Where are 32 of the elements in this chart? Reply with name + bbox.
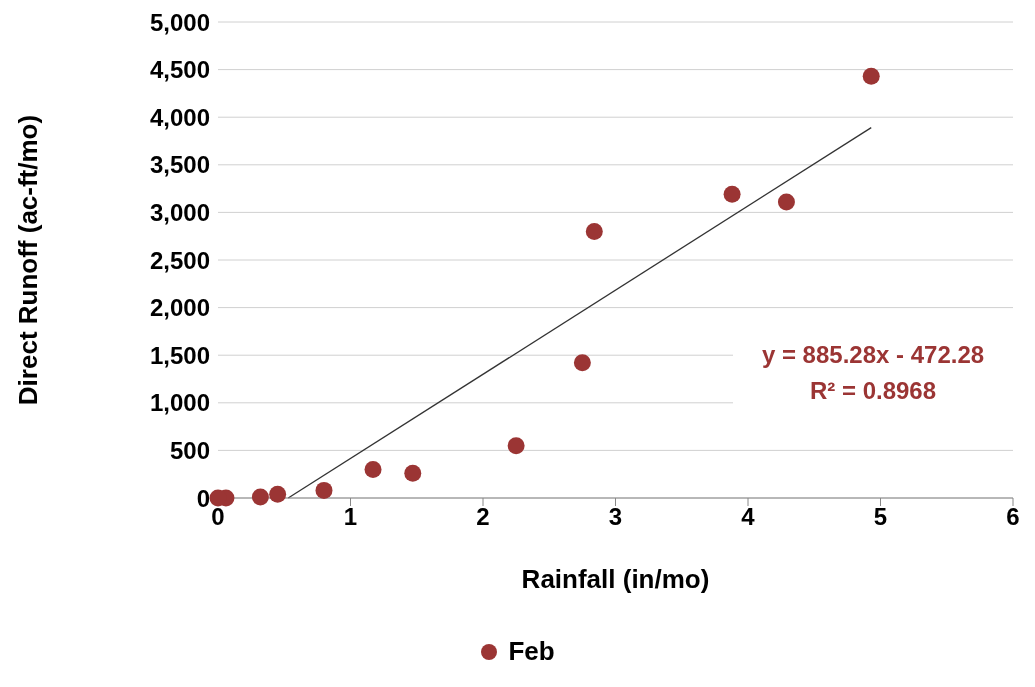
point <box>862 67 880 85</box>
point <box>269 485 287 503</box>
y-tick-label: 3,000 <box>149 198 210 226</box>
legend-label: Feb <box>508 636 555 667</box>
y-tick-label: 500 <box>169 436 210 464</box>
y-tick-label: 0 <box>196 484 210 512</box>
point <box>777 193 795 211</box>
point <box>573 354 591 372</box>
point <box>507 437 525 455</box>
y-tick-label: 2,000 <box>149 294 210 322</box>
y-tick-label: 4,000 <box>149 103 210 131</box>
y-axis-title: Direct Runoff (ac-ft/mo) <box>13 114 44 406</box>
y-tick-label: 4,500 <box>149 56 210 84</box>
point <box>585 222 603 240</box>
y-tick-label: 5,000 <box>149 8 210 36</box>
x-axis-title: Rainfall (in/mo) <box>521 564 710 594</box>
point <box>723 185 741 203</box>
y-tick-label: 2,500 <box>149 246 210 274</box>
point <box>404 464 422 482</box>
x-tick-label: 6 <box>1006 503 1020 531</box>
x-tick-label: 1 <box>343 503 358 531</box>
x-tick-label: 5 <box>873 503 888 531</box>
x-tick-label: 3 <box>608 503 623 531</box>
x-tick-label: 2 <box>476 503 490 531</box>
y-tick-label: 3,500 <box>149 151 210 179</box>
x-tick-label: 4 <box>741 503 756 531</box>
y-tick-label: 1,000 <box>149 389 210 417</box>
y-tick-label: 1,500 <box>149 341 210 369</box>
point <box>251 488 269 506</box>
point <box>364 460 382 478</box>
annotation: y = 885.28x - 472.28 R² = 0.8968 <box>733 337 1013 410</box>
point <box>315 481 333 499</box>
